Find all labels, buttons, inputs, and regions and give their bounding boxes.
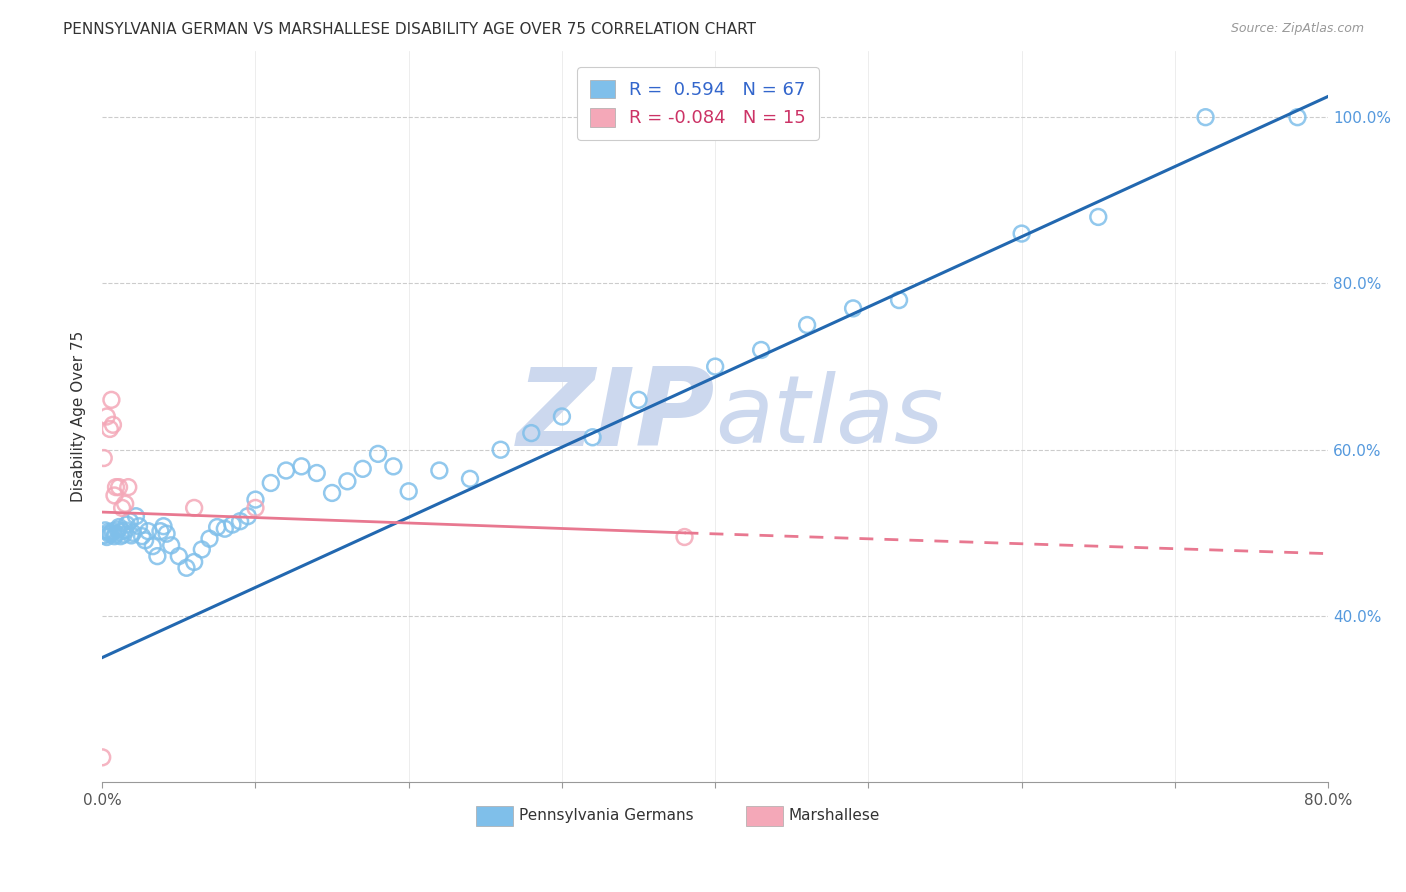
Point [627, 392, 650, 407]
Point [131, 529, 153, 543]
Point [749, 343, 772, 357]
Point [176, 561, 198, 575]
Point [101, 524, 124, 539]
Point [489, 442, 512, 457]
Text: ZIP: ZIP [517, 363, 716, 469]
Point [274, 463, 297, 477]
Point [91, 750, 114, 764]
Point [245, 492, 267, 507]
Point [842, 301, 865, 316]
Point [427, 463, 450, 477]
Point [142, 539, 165, 553]
Point [114, 497, 136, 511]
Point [290, 459, 312, 474]
Point [1194, 110, 1216, 124]
Point [367, 447, 389, 461]
Point [245, 500, 267, 515]
Point [160, 538, 183, 552]
Point [673, 530, 696, 544]
Point [214, 522, 236, 536]
Point [1286, 110, 1309, 124]
Text: atlas: atlas [716, 371, 943, 462]
Point [551, 409, 574, 424]
Point [149, 524, 172, 539]
Point [103, 529, 125, 543]
Point [221, 517, 243, 532]
Point [107, 523, 129, 537]
Point [96, 409, 118, 424]
Point [114, 524, 136, 538]
Point [93, 528, 115, 542]
Point [352, 462, 374, 476]
Point [112, 527, 135, 541]
Point [97, 524, 120, 539]
Point [146, 549, 169, 563]
Point [198, 532, 221, 546]
Point [110, 529, 132, 543]
Point [1011, 227, 1033, 241]
Point [155, 526, 177, 541]
Point [167, 549, 190, 563]
Point [108, 520, 131, 534]
Point [96, 530, 118, 544]
Bar [477, 805, 513, 826]
Point [136, 524, 159, 539]
Bar [745, 805, 783, 826]
Y-axis label: Disability Age Over 75: Disability Age Over 75 [72, 331, 86, 502]
Point [108, 480, 131, 494]
Text: Marshallese: Marshallese [789, 807, 880, 822]
Point [458, 472, 481, 486]
Point [93, 451, 115, 466]
Legend: R =  0.594   N = 67, R = -0.084   N = 15: R = 0.594 N = 67, R = -0.084 N = 15 [576, 67, 818, 140]
Point [125, 509, 148, 524]
Point [98, 422, 121, 436]
Point [120, 528, 142, 542]
Text: Source: ZipAtlas.com: Source: ZipAtlas.com [1230, 22, 1364, 36]
Point [152, 519, 174, 533]
Point [398, 484, 420, 499]
Point [336, 475, 359, 489]
Point [94, 524, 117, 538]
Point [128, 519, 150, 533]
Point [134, 533, 156, 548]
Point [305, 466, 328, 480]
Point [121, 525, 143, 540]
Point [520, 426, 543, 441]
Point [382, 459, 405, 474]
Point [105, 480, 128, 494]
Point [117, 480, 139, 494]
Point [191, 542, 214, 557]
Point [101, 417, 124, 432]
Text: Pennsylvania Germans: Pennsylvania Germans [519, 807, 693, 822]
Point [229, 514, 252, 528]
Text: PENNSYLVANIA GERMAN VS MARSHALLESE DISABILITY AGE OVER 75 CORRELATION CHART: PENNSYLVANIA GERMAN VS MARSHALLESE DISAB… [63, 22, 756, 37]
Point [887, 293, 910, 307]
Point [704, 359, 727, 374]
Point [183, 555, 205, 569]
Point [98, 527, 121, 541]
Point [236, 509, 259, 524]
Point [100, 392, 122, 407]
Point [111, 524, 134, 539]
Point [105, 526, 128, 541]
Point [321, 486, 343, 500]
Point [183, 500, 205, 515]
Point [581, 430, 603, 444]
Point [260, 475, 283, 490]
Point [115, 517, 138, 532]
Point [118, 514, 141, 528]
Point [796, 318, 818, 332]
Point [100, 525, 122, 540]
Point [111, 500, 134, 515]
Point [103, 488, 125, 502]
Point [205, 520, 228, 534]
Point [1087, 210, 1109, 224]
